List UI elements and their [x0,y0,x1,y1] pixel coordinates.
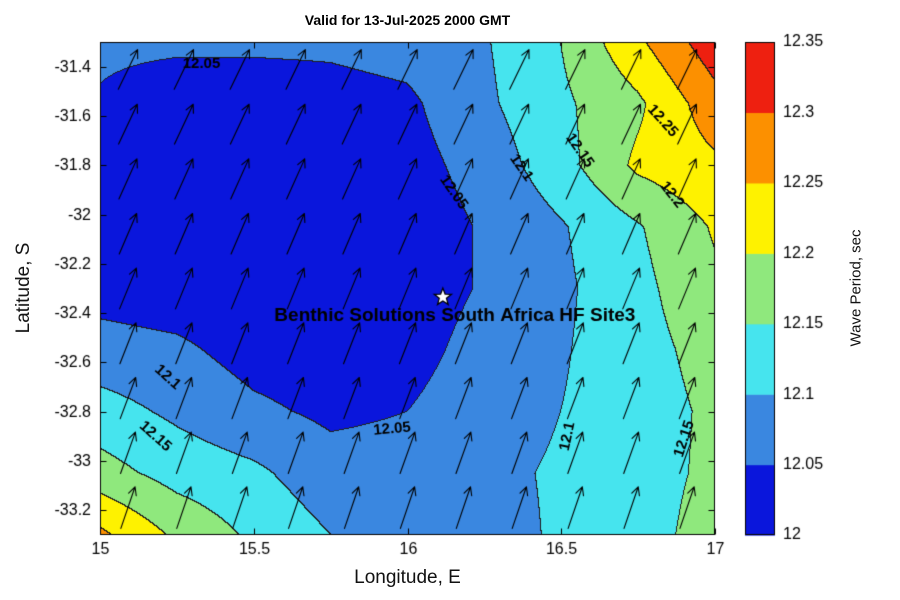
colorbar-label: Wave Period, sec [847,229,865,347]
y-axis-label: Latitude, S [13,242,34,334]
x-axis-label: Longitude, E [354,567,461,588]
plot-title: Valid for 13-Jul-2025 2000 GMT [304,12,511,28]
